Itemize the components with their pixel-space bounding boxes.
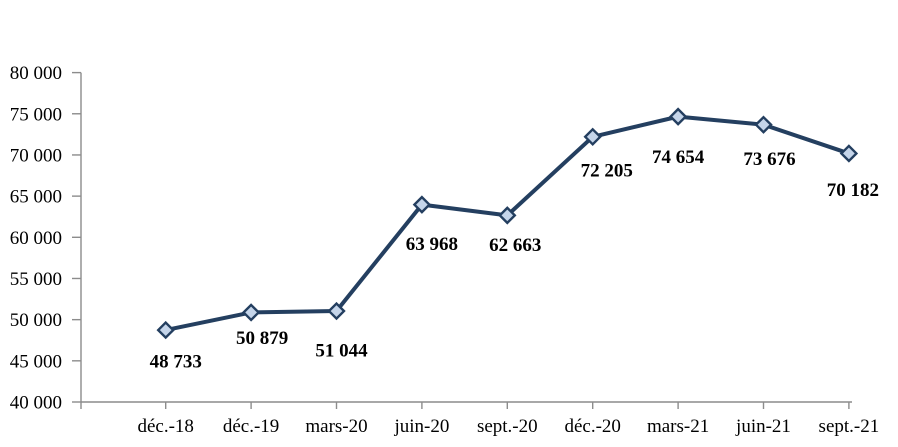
x-tick-label: déc.-18 [137, 416, 193, 437]
data-point-marker [156, 320, 175, 340]
data-point-marker [241, 303, 261, 322]
data-point-marker [412, 195, 432, 214]
data-point-label: 74 654 [652, 147, 705, 168]
y-tick-label: 50 000 [10, 310, 62, 331]
data-point-label: 72 205 [581, 160, 633, 181]
data-point-label: 50 879 [236, 328, 288, 349]
x-tick-label: juin-21 [735, 416, 791, 437]
x-tick-label: mars-20 [305, 416, 367, 437]
data-point-marker [754, 115, 773, 134]
data-point-label: 62 663 [489, 235, 541, 256]
x-tick-label: sept.-21 [819, 416, 880, 437]
data-point-marker [839, 144, 859, 163]
y-tick-label: 75 000 [10, 104, 62, 125]
y-tick-label: 40 000 [10, 393, 62, 414]
y-tick-label: 80 000 [10, 63, 62, 84]
y-tick-label: 70 000 [10, 145, 62, 166]
data-point-label: 70 182 [827, 180, 879, 201]
data-point-marker [327, 301, 346, 321]
data-point-label: 48 733 [150, 352, 202, 373]
x-tick-label: déc.-20 [564, 416, 620, 437]
data-point-label: 63 968 [406, 234, 458, 255]
x-tick-label: mars-21 [647, 416, 709, 437]
data-point-label: 51 044 [315, 341, 368, 362]
x-tick-label: sept.-20 [477, 416, 538, 437]
y-tick-label: 55 000 [10, 269, 62, 290]
data-point-marker [668, 107, 688, 126]
data-point-label: 73 676 [743, 149, 795, 170]
data-point-marker [498, 206, 517, 225]
data-point-marker [583, 127, 602, 146]
x-tick-label: déc.-19 [223, 416, 279, 437]
x-tick-label: juin-20 [393, 416, 449, 437]
y-tick-label: 45 000 [10, 351, 62, 372]
y-tick-label: 60 000 [10, 228, 62, 249]
y-tick-label: 65 000 [10, 187, 62, 208]
